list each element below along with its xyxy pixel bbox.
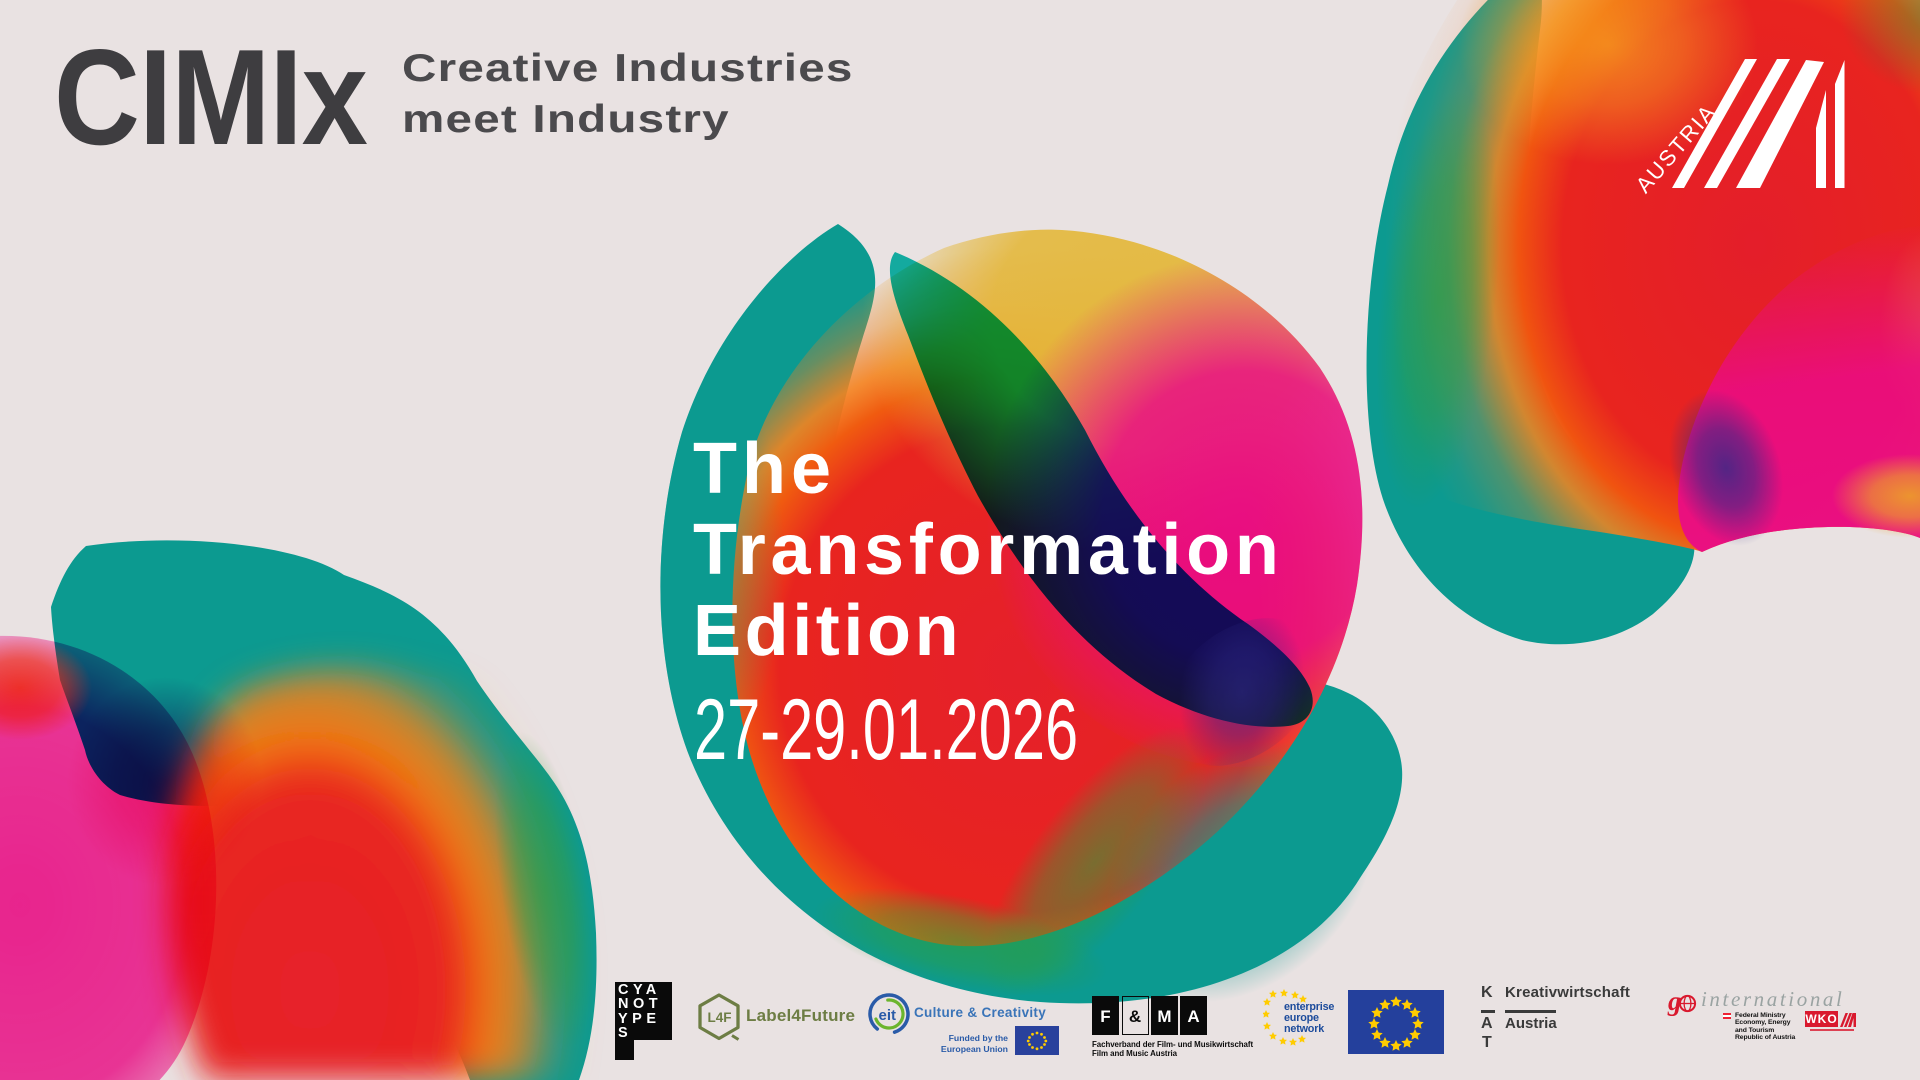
- svg-text:eit: eit: [879, 1007, 897, 1024]
- svg-text:L4F: L4F: [708, 1010, 732, 1025]
